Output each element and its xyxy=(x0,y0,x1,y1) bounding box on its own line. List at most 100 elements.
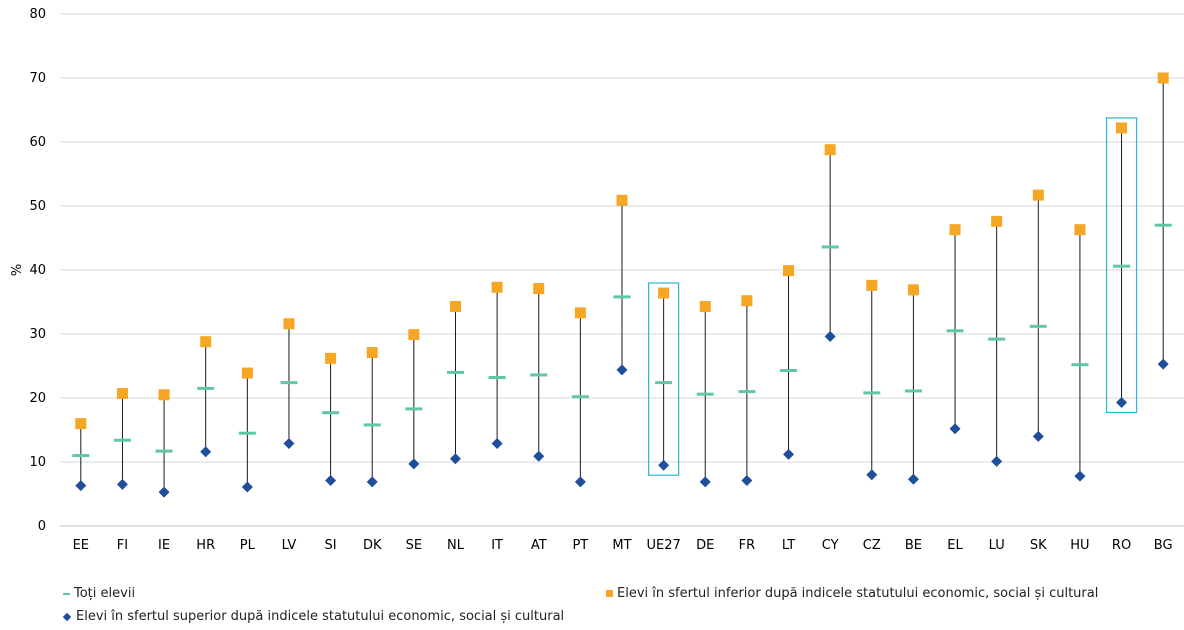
legend-item-all-students: Toți elevii xyxy=(63,586,135,601)
x-tick-label: LT xyxy=(782,538,795,553)
top-quarter-marker xyxy=(283,437,295,449)
x-tick-label: FI xyxy=(117,538,128,553)
x-tick-label: LV xyxy=(282,538,297,553)
x-tick-label: EL xyxy=(947,538,963,553)
x-tick-label: HR xyxy=(196,538,215,553)
legend-diamond-symbol xyxy=(62,612,72,621)
highlight-box xyxy=(648,282,680,476)
mean-marker xyxy=(113,438,131,442)
mean-marker xyxy=(738,390,756,394)
mean-marker xyxy=(863,391,881,395)
mean-marker xyxy=(821,245,839,249)
bottom-quarter-marker xyxy=(574,307,586,319)
y-tick-label: 50 xyxy=(29,199,46,214)
bottom-quarter-marker xyxy=(1116,122,1128,134)
x-tick-label: SE xyxy=(406,538,422,553)
legend-label-bottom-quarter: Elevi în sfertul inferior după indicele … xyxy=(617,586,1099,601)
y-tick-label: 20 xyxy=(29,391,46,406)
legend-item-bottom-quarter: Elevi în sfertul inferior după indicele … xyxy=(606,586,1098,601)
top-quarter-marker xyxy=(991,455,1003,467)
y-tick-label: 10 xyxy=(29,455,46,470)
bottom-quarter-marker xyxy=(241,367,253,379)
mean-marker xyxy=(571,395,589,399)
x-tick-label: DK xyxy=(363,538,382,553)
mean-marker xyxy=(1113,264,1131,268)
mean-marker xyxy=(1154,223,1172,227)
bottom-quarter-marker xyxy=(907,284,919,296)
top-quarter-marker xyxy=(408,458,420,470)
x-tick-label: BE xyxy=(905,538,922,553)
x-tick-label: DE xyxy=(696,538,714,553)
x-tick-label: NL xyxy=(447,538,465,553)
top-quarter-marker xyxy=(533,450,545,462)
mean-marker xyxy=(155,449,173,453)
y-axis-label: % xyxy=(10,264,25,276)
top-quarter-marker xyxy=(491,437,503,449)
y-tick-label: 0 xyxy=(38,519,46,534)
x-tick-label: HU xyxy=(1070,538,1089,553)
x-tick-label: LU xyxy=(989,538,1005,553)
bottom-quarter-marker xyxy=(75,418,87,430)
bottom-quarter-marker xyxy=(158,389,170,401)
bottom-quarter-marker xyxy=(699,300,711,312)
legend-square-symbol xyxy=(606,590,613,597)
y-tick-label: 40 xyxy=(29,263,46,278)
legend-item-top-quarter: Elevi în sfertul superior după indicele … xyxy=(62,609,564,624)
top-quarter-marker xyxy=(1032,430,1044,442)
top-quarter-marker xyxy=(1116,396,1128,408)
bottom-quarter-marker xyxy=(325,352,337,364)
y-tick-label: 60 xyxy=(29,135,46,150)
top-quarter-marker xyxy=(616,364,628,376)
mean-marker xyxy=(988,337,1006,341)
top-quarter-marker xyxy=(824,331,836,343)
x-tick-label: PL xyxy=(240,538,256,553)
bottom-quarter-marker xyxy=(783,265,795,277)
bottom-quarter-marker xyxy=(741,295,753,307)
x-tick-label: CY xyxy=(822,538,839,553)
bottom-quarter-marker xyxy=(866,279,878,291)
x-tick-label: UE27 xyxy=(646,538,680,553)
bottom-quarter-marker xyxy=(616,194,628,206)
top-quarter-marker xyxy=(75,480,87,492)
x-tick-label: MT xyxy=(612,538,631,553)
top-quarter-marker xyxy=(699,476,711,488)
top-quarter-marker xyxy=(949,423,961,435)
bottom-quarter-marker xyxy=(991,215,1003,227)
top-quarter-marker xyxy=(116,478,128,490)
bottom-quarter-marker xyxy=(283,318,295,330)
y-tick-label: 30 xyxy=(29,327,46,342)
bottom-quarter-marker xyxy=(449,300,461,312)
top-quarter-marker xyxy=(325,475,337,487)
mean-marker xyxy=(280,381,298,385)
bottom-quarter-marker xyxy=(1074,224,1086,236)
x-tick-label: EE xyxy=(73,538,89,553)
x-tick-label: SI xyxy=(325,538,337,553)
bottom-quarter-marker xyxy=(658,287,670,299)
mean-marker xyxy=(363,423,381,427)
bottom-quarter-marker xyxy=(366,347,378,359)
mean-marker xyxy=(696,392,714,396)
x-tick-label: IT xyxy=(491,538,503,553)
mean-marker xyxy=(655,381,673,385)
bottom-quarter-marker xyxy=(200,336,212,348)
range-chart: 0 10 20 30 40 50 60 70 80% EE FI IE HR PL LV SI DK SE NL IT… xyxy=(10,7,1184,553)
bottom-quarter-marker xyxy=(491,281,503,293)
mean-marker xyxy=(530,373,548,377)
top-quarter-marker xyxy=(907,473,919,485)
bottom-quarter-marker xyxy=(408,329,420,341)
top-quarter-marker xyxy=(366,476,378,488)
top-quarter-marker xyxy=(449,453,461,465)
mean-marker xyxy=(238,431,256,435)
top-quarter-marker xyxy=(783,448,795,460)
top-quarter-marker xyxy=(1157,358,1169,370)
mean-marker xyxy=(197,386,215,390)
mean-marker xyxy=(946,329,964,333)
mean-marker xyxy=(1071,363,1089,367)
mean-marker xyxy=(1029,324,1047,328)
y-tick-label: 70 xyxy=(29,71,46,86)
x-tick-label: RO xyxy=(1112,538,1131,553)
top-quarter-marker xyxy=(658,459,670,471)
mean-marker xyxy=(446,370,464,374)
x-tick-label: FR xyxy=(739,538,756,553)
